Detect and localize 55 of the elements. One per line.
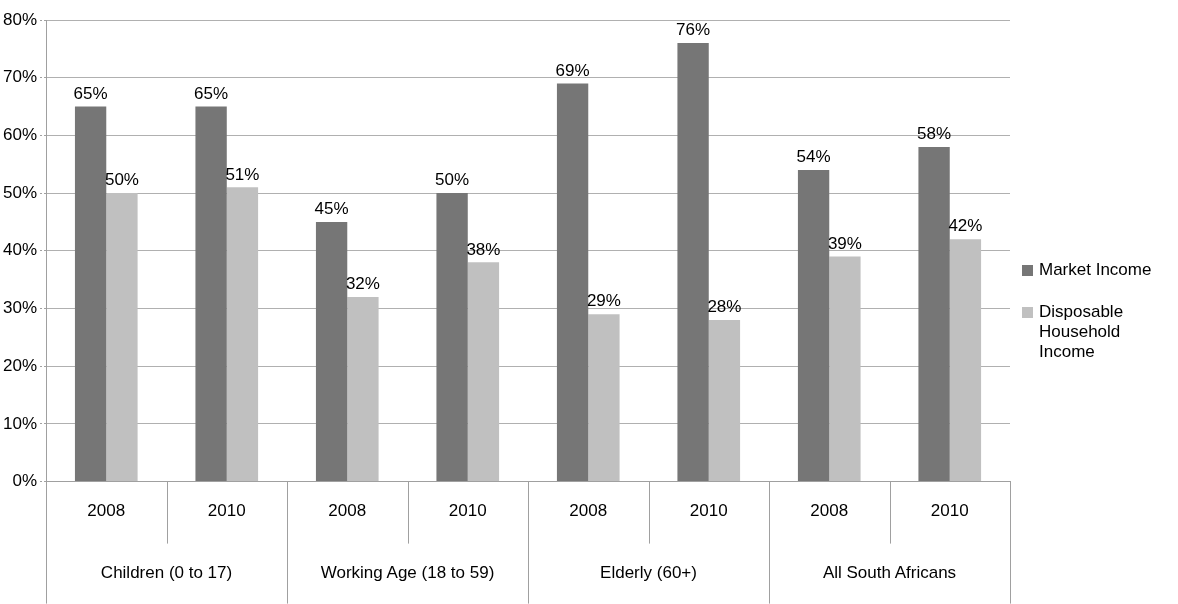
data-label: 58%	[917, 124, 952, 144]
bar	[347, 296, 379, 482]
bar	[106, 193, 138, 482]
text: Children (0 to 17)	[100, 563, 233, 583]
bar	[677, 43, 709, 482]
data-label: 32%	[345, 274, 380, 294]
y-tick-label: 70%	[2, 67, 38, 87]
data-label: 42%	[948, 216, 983, 236]
x-tick-label: 2008	[810, 501, 849, 521]
y-tick-label: 50%	[2, 182, 38, 202]
legend-label: Disposable Household Income	[1039, 302, 1125, 362]
y-tick-label: 40%	[2, 240, 38, 260]
x-tick-label: 2010	[207, 501, 246, 521]
data-label: 65%	[194, 83, 229, 103]
data-label: 50%	[435, 170, 470, 190]
data-label: 45%	[314, 199, 349, 219]
bar	[708, 320, 741, 482]
bar	[195, 106, 227, 482]
bar	[315, 221, 348, 482]
bar	[949, 239, 982, 482]
text: All South Africans	[822, 563, 957, 583]
x-tick-label: 2008	[328, 501, 367, 521]
data-label: 76%	[676, 20, 711, 40]
data-label: 51%	[225, 164, 260, 184]
y-tick-label: 60%	[2, 125, 38, 145]
data-label: 69%	[555, 60, 590, 80]
bar	[74, 106, 107, 482]
legend-label: Market Income	[1039, 260, 1152, 280]
bar	[588, 314, 620, 482]
y-tick-label: 20%	[2, 355, 38, 375]
data-label: 38%	[466, 239, 501, 259]
bar	[556, 83, 589, 482]
bar	[436, 193, 468, 482]
y-tick-label: 30%	[2, 298, 38, 318]
bar	[829, 256, 861, 482]
data-label: 39%	[827, 233, 862, 253]
bar	[918, 146, 950, 482]
text: Working Age (18 to 59)	[320, 563, 495, 583]
x-tick-label: 2010	[930, 501, 969, 521]
y-tick-label: 10%	[2, 413, 38, 433]
text: Elderly (60+)	[600, 563, 697, 583]
x-tick-label: 2010	[448, 501, 487, 521]
data-label: 50%	[104, 170, 139, 190]
data-label: 28%	[707, 297, 742, 317]
y-tick-label: 0%	[12, 471, 38, 491]
bar	[467, 262, 500, 482]
x-tick-label: 2008	[569, 501, 608, 521]
data-label: 54%	[796, 147, 831, 167]
data-label: 29%	[586, 291, 621, 311]
bar	[797, 170, 830, 482]
x-tick-label: 2008	[87, 501, 126, 521]
bar	[226, 187, 259, 482]
x-tick-label: 2010	[689, 501, 728, 521]
data-label: 65%	[73, 83, 108, 103]
y-tick-label: 80%	[2, 9, 38, 29]
